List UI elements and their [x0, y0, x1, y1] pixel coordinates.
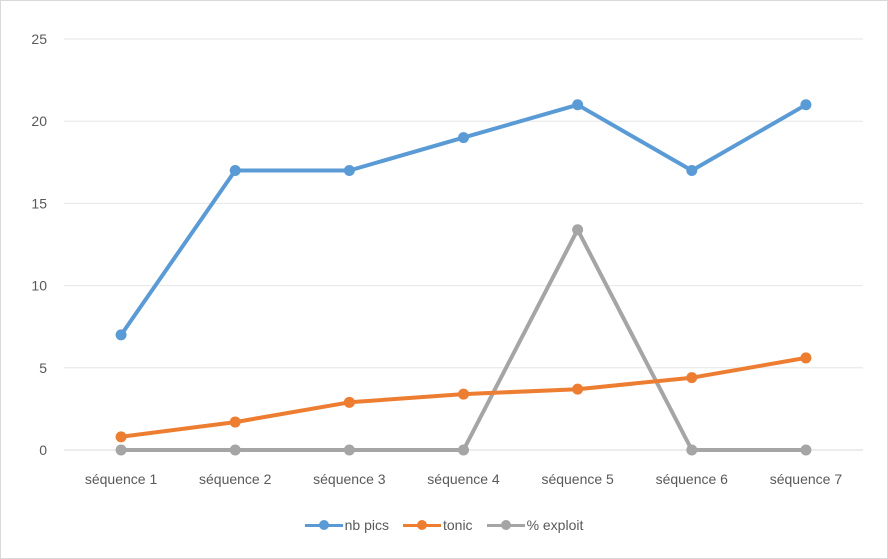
- line-chart: 0 5 10 15 20 25 séquence 1 séquence 2 séquence 3…: [31, 31, 863, 487]
- y-tick-label: 0: [39, 442, 47, 458]
- x-tick-label: séquence 1: [85, 471, 158, 487]
- legend-label-tonic: tonic: [442, 517, 473, 533]
- y-tick-label: 5: [39, 360, 47, 376]
- legend-label-exploit: % exploit: [526, 517, 584, 533]
- data-point-nb-pics: [115, 329, 127, 341]
- x-tick-label: séquence 6: [656, 471, 729, 487]
- data-point-exploit: [572, 224, 584, 236]
- data-point-nb-pics: [800, 99, 812, 111]
- y-tick-label: 25: [31, 31, 47, 47]
- y-tick-label: 15: [31, 195, 47, 211]
- x-tick-label: séquence 4: [427, 471, 500, 487]
- data-point-tonic: [115, 431, 127, 443]
- legend-item-exploit: % exploit: [486, 517, 584, 533]
- data-point-tonic: [229, 416, 241, 428]
- x-tick-label: séquence 2: [199, 471, 272, 487]
- x-tick-label: séquence 7: [770, 471, 843, 487]
- data-point-exploit: [343, 444, 355, 456]
- data-point-nb-pics: [343, 165, 355, 177]
- legend: nb pics tonic % exploit: [0, 513, 888, 537]
- x-tick-label: séquence 3: [313, 471, 386, 487]
- x-tick-label: séquence 5: [541, 471, 614, 487]
- data-point-nb-pics: [572, 99, 584, 111]
- legend-item-tonic: tonic: [402, 517, 473, 533]
- data-point-tonic: [800, 352, 812, 364]
- data-point-exploit: [800, 444, 812, 456]
- data-point-tonic: [343, 396, 355, 408]
- data-point-exploit: [686, 444, 698, 456]
- legend-swatch-nb-pics: [304, 519, 343, 531]
- legend-swatch-tonic: [402, 519, 441, 531]
- data-point-nb-pics: [686, 165, 698, 177]
- y-tick-label: 20: [31, 113, 47, 129]
- y-tick-label: 10: [31, 278, 47, 294]
- series-line-exploit: [119, 227, 808, 452]
- data-point-exploit: [229, 444, 241, 456]
- data-point-exploit: [458, 444, 469, 456]
- data-point-exploit: [115, 444, 127, 456]
- data-point-nb-pics: [229, 165, 241, 177]
- legend-swatch-exploit: [486, 519, 525, 531]
- data-point-tonic: [458, 388, 469, 400]
- legend-item-nb-pics: nb pics: [304, 517, 389, 533]
- data-point-nb-pics: [458, 132, 469, 144]
- data-point-tonic: [572, 383, 584, 395]
- legend-label-nb-pics: nb pics: [344, 517, 389, 533]
- data-point-tonic: [686, 372, 698, 384]
